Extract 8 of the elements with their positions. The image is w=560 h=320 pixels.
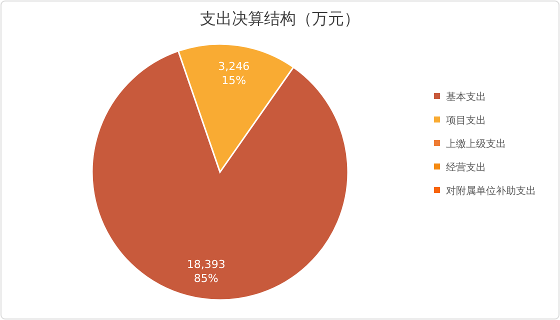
data-label: 18,393 85% xyxy=(186,258,226,285)
data-label: 3,246 15% xyxy=(218,60,250,88)
legend-label: 经营支出 xyxy=(446,162,486,174)
legend-label: 上缴上级支出 xyxy=(446,138,506,150)
legend-label: 项目支出 xyxy=(446,114,486,126)
chart-title: 支出决算结构（万元） xyxy=(200,9,360,28)
legend-label: 对附属单位补助支出 xyxy=(446,185,536,197)
legend-label: 基本支出 xyxy=(446,91,486,103)
